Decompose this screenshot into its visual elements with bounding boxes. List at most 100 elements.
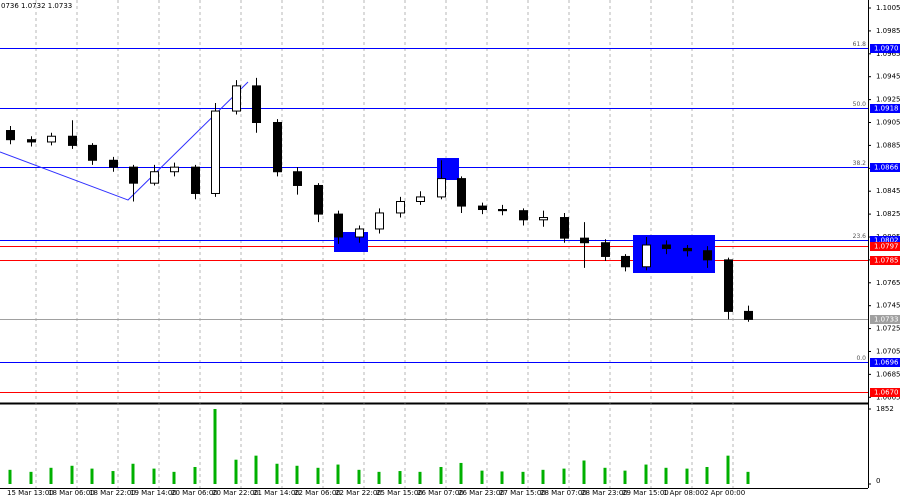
x-tick-label: 18 Mar 22:00: [89, 489, 136, 497]
volume-bar: [623, 470, 627, 484]
volume-bar: [90, 468, 94, 484]
candle-body: [396, 201, 405, 214]
level-price-box: [870, 236, 900, 245]
y-tick-label: 1.0665: [876, 393, 900, 401]
header-quote: 0736 1.0732 1.0733: [1, 2, 72, 10]
volume-bar: [111, 471, 115, 484]
candle-body: [519, 210, 528, 221]
level-price-label: 1.0970: [874, 45, 899, 53]
x-tick-label: 26 Mar 23:00: [458, 489, 505, 497]
volume-bar: [316, 467, 320, 484]
x-tick-label: 20 Mar 06:00: [171, 489, 218, 497]
volume-bar: [541, 469, 545, 484]
candles: [6, 77, 753, 322]
volume-bar: [70, 465, 74, 484]
level-price-label: 1.0797: [874, 243, 899, 251]
x-tick-label: 19 Mar 14:00: [130, 489, 177, 497]
y-tick-label: 1.0985: [876, 27, 900, 35]
candle-body: [375, 212, 384, 230]
candle-body: [355, 228, 364, 238]
volume-bar: [603, 467, 607, 484]
volume-bar: [131, 463, 135, 484]
y-tick-label: 1.0945: [876, 73, 900, 81]
candle-body: [560, 217, 569, 239]
candle-body: [232, 85, 241, 112]
candle-body: [252, 85, 261, 124]
level-price-box: [870, 256, 900, 265]
level-name: 23.6: [853, 233, 867, 240]
candle-body: [662, 244, 671, 249]
level-price-label: 1.0802: [874, 237, 899, 245]
x-tick-label: 29 Mar 15:00: [622, 489, 669, 497]
volume-bar: [193, 466, 197, 484]
x-tick-label: 26 Mar 07:00: [417, 489, 464, 497]
volume-bar: [459, 462, 463, 484]
y-tick-label: 1.0905: [876, 119, 900, 127]
level-name: 0.0: [856, 355, 866, 362]
volume-bar: [295, 465, 299, 484]
volume-bar: [49, 467, 53, 484]
level-price-box: [870, 315, 900, 324]
y-tick-label: 1.0845: [876, 187, 900, 195]
y-tick-label: 1.0725: [876, 325, 900, 333]
candle-body: [211, 110, 220, 194]
x-tick-label: 1 Apr 08:00: [663, 489, 704, 497]
y-tick-label: 1852: [876, 405, 894, 413]
volume-bar: [685, 468, 689, 484]
candle-body: [334, 213, 343, 238]
level-price-box: [870, 163, 900, 172]
level-price-label: 1.0918: [874, 105, 899, 113]
y-tick-label: 1.0685: [876, 370, 900, 378]
level-price-label: 1.0866: [874, 164, 899, 172]
x-tick-label: 28 Mar 07:00: [540, 489, 587, 497]
volume-bar: [275, 463, 279, 484]
volume: [8, 409, 750, 484]
volume-bar: [439, 466, 443, 484]
zone-box: [437, 158, 459, 180]
x-tick-label: 20 Mar 22:00: [212, 489, 259, 497]
level-name: 61.8: [853, 41, 867, 48]
candle-body: [703, 250, 712, 261]
volume-bar: [705, 466, 709, 484]
volume-bar: [213, 409, 217, 484]
level-price-box: [870, 358, 900, 367]
level-price-box: [870, 44, 900, 53]
candle-body: [88, 144, 97, 161]
level-name: 50.0: [853, 101, 867, 108]
x-tick-label: 15 Mar 13:00: [7, 489, 54, 497]
level-price-box: [870, 242, 900, 251]
volume-bar: [357, 469, 361, 484]
y-tick-label: 1.0705: [876, 347, 900, 355]
volume-bar: [336, 464, 340, 484]
x-tick-label: 25 Mar 15:00: [376, 489, 423, 497]
volume-bar: [398, 471, 402, 484]
volume-bar: [500, 471, 504, 484]
x-tick-label: 27 Mar 15:00: [499, 489, 546, 497]
volume-bar: [418, 471, 422, 484]
candle-body: [642, 244, 651, 268]
candle-body: [273, 122, 282, 173]
volume-bar: [746, 471, 750, 484]
x-tick-label: 22 Mar 22:00: [335, 489, 382, 497]
y-tick-label: 1.0885: [876, 141, 900, 149]
volume-bar: [644, 464, 648, 484]
y-tick-label: 1.0925: [876, 96, 900, 104]
x-tick-label: 28 Mar 23:00: [581, 489, 628, 497]
candle-body: [498, 209, 507, 212]
y-tick-label: 1.0825: [876, 210, 900, 218]
candle-body: [621, 255, 630, 268]
level-price-label: 1.0785: [874, 257, 899, 265]
x-tick-label: 18 Mar 06:00: [48, 489, 95, 497]
candle-body: [109, 159, 118, 168]
candle-body: [478, 205, 487, 211]
volume-bar: [480, 470, 484, 484]
candle-body: [683, 247, 692, 252]
candle-body: [150, 171, 159, 184]
candle-body: [724, 259, 733, 312]
volume-bar: [521, 471, 525, 484]
candle-body: [191, 166, 200, 194]
y-tick-label: 1.1005: [876, 4, 900, 12]
